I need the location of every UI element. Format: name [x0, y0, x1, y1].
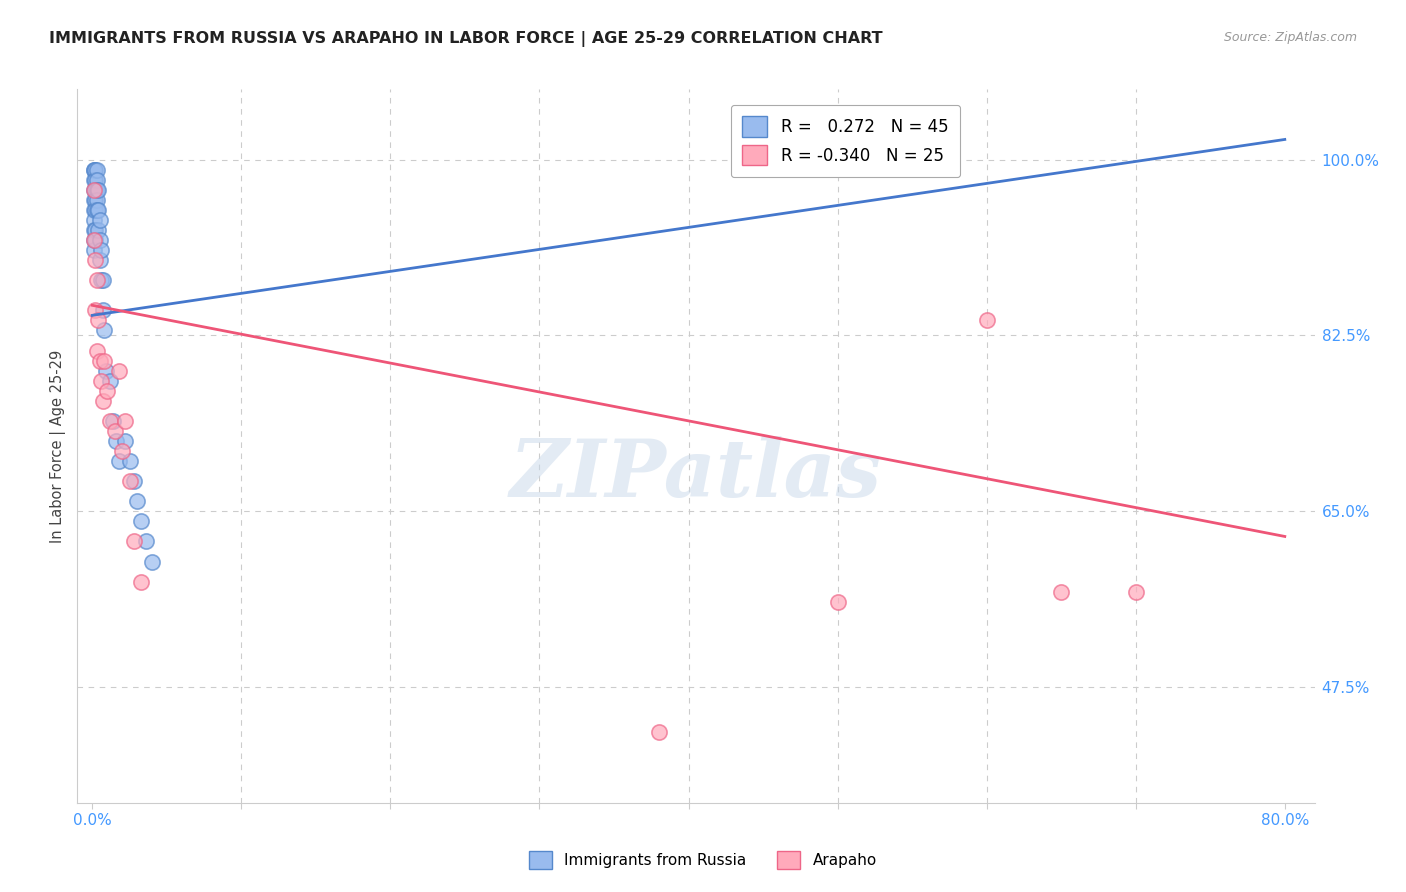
Point — [98, 414, 121, 428]
Point — [94, 363, 117, 377]
Point — [83, 233, 105, 247]
Point — [87, 313, 110, 327]
Point — [90, 273, 112, 287]
Point — [131, 574, 153, 589]
Point — [827, 595, 849, 609]
Point — [118, 454, 141, 468]
Point — [83, 172, 105, 186]
Point — [111, 444, 134, 458]
Point — [647, 725, 669, 739]
Point — [1050, 584, 1073, 599]
Point — [86, 193, 108, 207]
Point — [122, 474, 145, 488]
Text: IMMIGRANTS FROM RUSSIA VS ARAPAHO IN LABOR FORCE | AGE 25-29 CORRELATION CHART: IMMIGRANTS FROM RUSSIA VS ARAPAHO IN LAB… — [49, 31, 883, 47]
Point — [84, 202, 107, 217]
Point — [84, 183, 107, 197]
Text: Source: ZipAtlas.com: Source: ZipAtlas.com — [1223, 31, 1357, 45]
Point — [83, 223, 105, 237]
Point — [86, 172, 108, 186]
Point — [84, 193, 107, 207]
Y-axis label: In Labor Force | Age 25-29: In Labor Force | Age 25-29 — [51, 350, 66, 542]
Point — [89, 253, 111, 268]
Text: ZIPatlas: ZIPatlas — [510, 436, 882, 513]
Point — [93, 353, 115, 368]
Point — [86, 183, 108, 197]
Point — [131, 515, 153, 529]
Point — [83, 193, 105, 207]
Point — [87, 183, 110, 197]
Point — [114, 414, 136, 428]
Point — [125, 494, 148, 508]
Point — [101, 414, 124, 428]
Point — [91, 303, 114, 318]
Point — [86, 202, 108, 217]
Point — [89, 233, 111, 247]
Point — [86, 273, 108, 287]
Point — [93, 323, 115, 337]
Point — [87, 223, 110, 237]
Point — [83, 183, 105, 197]
Point — [96, 384, 118, 398]
Point — [84, 223, 107, 237]
Point — [108, 454, 131, 468]
Point — [135, 534, 157, 549]
Point — [104, 424, 127, 438]
Point — [976, 313, 998, 327]
Point — [84, 303, 107, 318]
Point — [141, 555, 163, 569]
Point — [83, 162, 105, 177]
Point — [1125, 584, 1147, 599]
Legend: Immigrants from Russia, Arapaho: Immigrants from Russia, Arapaho — [523, 845, 883, 875]
Point — [86, 162, 108, 177]
Point — [83, 162, 105, 177]
Point — [89, 353, 111, 368]
Point — [90, 243, 112, 257]
Point — [91, 393, 114, 408]
Point — [83, 202, 105, 217]
Point — [84, 253, 107, 268]
Point — [105, 434, 128, 448]
Point — [98, 374, 121, 388]
Point — [84, 233, 107, 247]
Point — [84, 172, 107, 186]
Point — [83, 183, 105, 197]
Point — [90, 374, 112, 388]
Point — [84, 162, 107, 177]
Point — [83, 233, 105, 247]
Point — [122, 534, 145, 549]
Point — [108, 363, 131, 377]
Legend: R =   0.272   N = 45, R = -0.340   N = 25: R = 0.272 N = 45, R = -0.340 N = 25 — [731, 104, 960, 177]
Point — [87, 202, 110, 217]
Point — [91, 273, 114, 287]
Point — [83, 212, 105, 227]
Point — [86, 343, 108, 358]
Point — [114, 434, 136, 448]
Point — [89, 212, 111, 227]
Point — [118, 474, 141, 488]
Point — [83, 243, 105, 257]
